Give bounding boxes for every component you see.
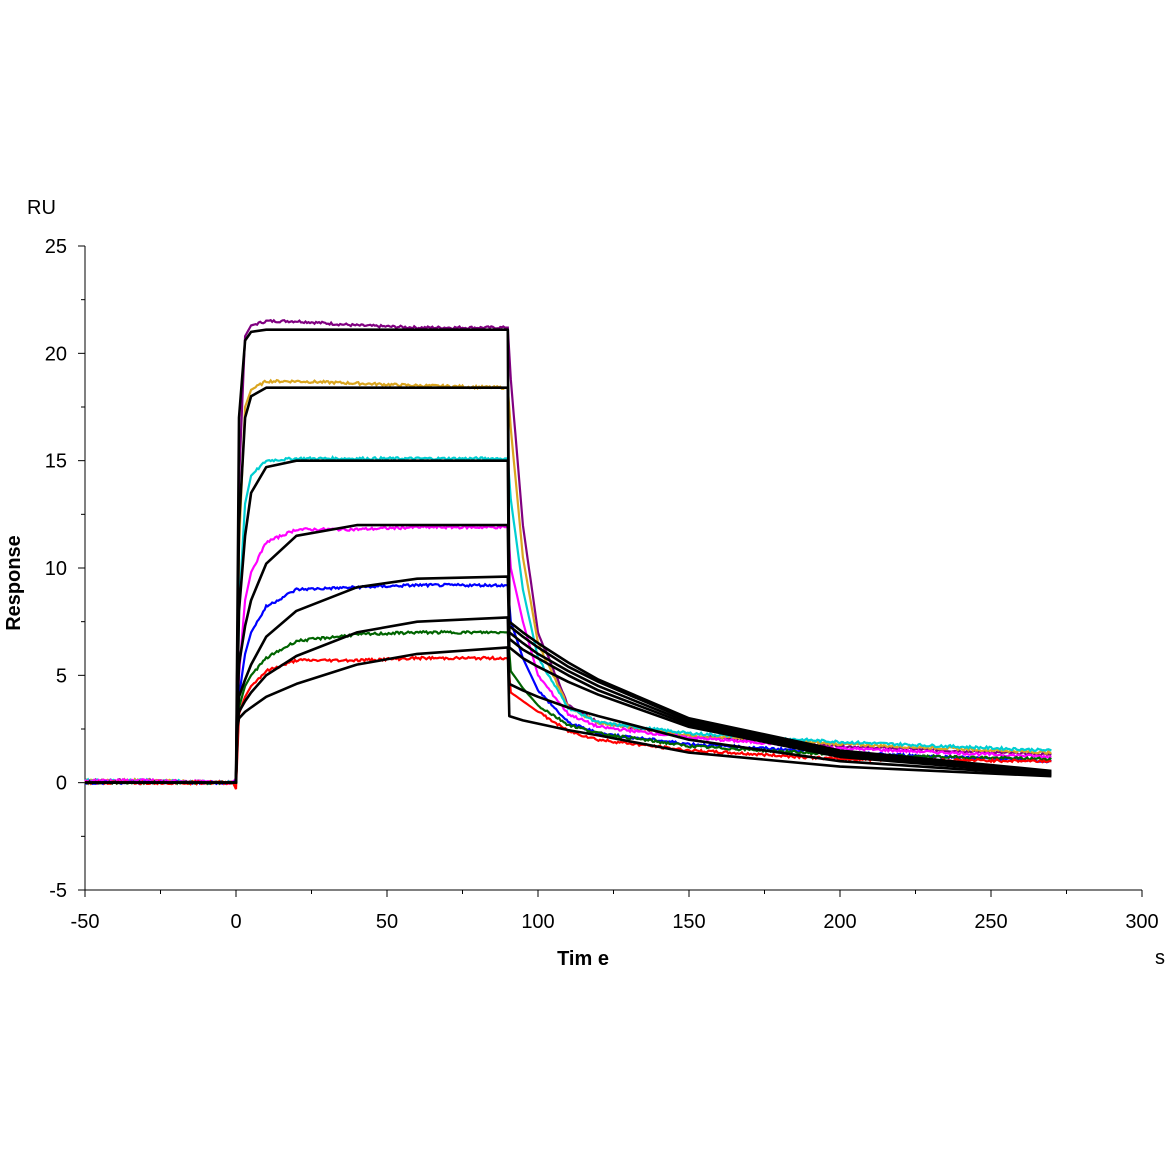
y-tick-label: 0 — [56, 773, 67, 795]
y-tick-label: 20 — [45, 343, 67, 365]
y-unit-label: RU — [27, 197, 56, 219]
fit-1 — [85, 328, 1052, 785]
y-tick-label: 15 — [45, 451, 67, 473]
x-tick-label: 0 — [230, 911, 241, 933]
plot-area — [84, 318, 1052, 790]
fit-3 — [85, 459, 1052, 785]
y-tick-label: 10 — [45, 558, 67, 580]
x-tick-label: -50 — [71, 911, 100, 933]
fit-6 — [85, 616, 1052, 785]
fit-7 — [85, 646, 1052, 785]
y-tick-label: 5 — [56, 665, 67, 687]
x-tick-label: 150 — [672, 911, 705, 933]
series-blue — [84, 582, 1052, 786]
series-cyan — [84, 455, 1052, 786]
x-tick-label: 50 — [376, 911, 398, 933]
x-tick-label: 100 — [521, 911, 554, 933]
y-tick-label: 25 — [45, 236, 67, 258]
x-tick-label: 200 — [823, 911, 856, 933]
fit-4 — [85, 523, 1052, 785]
x-tick-label: 300 — [1125, 911, 1158, 933]
series-magenta — [84, 524, 1052, 786]
x-unit-label: s — [1155, 947, 1165, 969]
fit-5 — [85, 575, 1052, 785]
x-axis-title: Tim e — [557, 948, 609, 970]
y-tick-label: -5 — [49, 880, 67, 902]
fit-2 — [85, 386, 1052, 785]
x-tick-label: 250 — [974, 911, 1007, 933]
y-axis-title: Response — [3, 535, 25, 631]
